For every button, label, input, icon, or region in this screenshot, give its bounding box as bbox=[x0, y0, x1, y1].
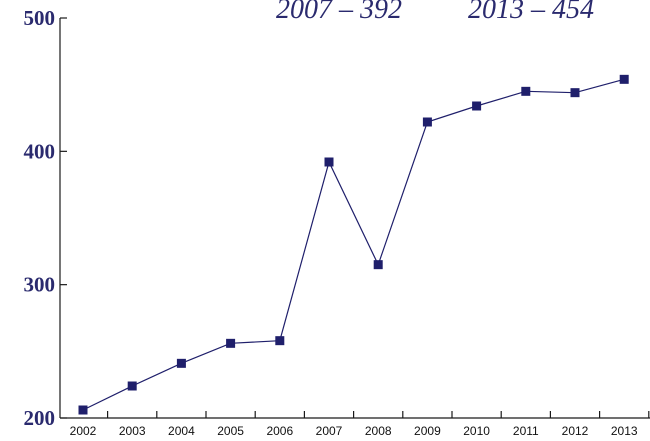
x-tick-label: 2013 bbox=[611, 424, 638, 438]
x-tick-label: 2005 bbox=[217, 424, 244, 438]
data-point-2006 bbox=[275, 336, 285, 346]
x-tick-label: 2004 bbox=[168, 424, 195, 438]
data-markers bbox=[78, 74, 629, 415]
y-tick-label: 400 bbox=[24, 139, 56, 163]
x-tick-label: 2008 bbox=[365, 424, 392, 438]
annotation-2007: 2007 – 392 bbox=[276, 0, 402, 25]
x-ticks: 2002 2003 2004 2005 2006 2007 2008 2009 2010 2011… bbox=[70, 411, 650, 438]
data-point-2011 bbox=[521, 86, 531, 96]
data-point-2012 bbox=[570, 88, 580, 98]
x-tick-label: 2012 bbox=[562, 424, 589, 438]
chart-annotations: 2007 – 392 2013 – 454 bbox=[276, 0, 594, 25]
x-tick-label: 2006 bbox=[266, 424, 293, 438]
data-point-2009 bbox=[422, 117, 432, 127]
data-point-2010 bbox=[472, 101, 482, 111]
data-point-2005 bbox=[226, 338, 236, 348]
x-tick-label: 2003 bbox=[119, 424, 146, 438]
series-line bbox=[82, 78, 625, 411]
x-tick-label: 2011 bbox=[513, 424, 539, 438]
data-point-2003 bbox=[127, 381, 137, 391]
y-ticks: 200 300 400 500 bbox=[24, 6, 67, 430]
data-point-2007 bbox=[324, 157, 334, 167]
x-tick-label: 2007 bbox=[316, 424, 343, 438]
x-tick-label: 2010 bbox=[463, 424, 490, 438]
annotation-2013: 2013 – 454 bbox=[468, 0, 594, 25]
data-point-2002 bbox=[78, 405, 88, 415]
data-point-2008 bbox=[373, 260, 383, 270]
y-tick-label: 200 bbox=[24, 406, 56, 430]
data-point-2013 bbox=[619, 74, 629, 84]
y-tick-label: 500 bbox=[24, 6, 56, 30]
y-tick-label: 300 bbox=[24, 273, 56, 297]
x-tick-label: 2009 bbox=[414, 424, 441, 438]
x-tick-label: 2002 bbox=[70, 424, 97, 438]
data-point-2004 bbox=[176, 358, 186, 368]
